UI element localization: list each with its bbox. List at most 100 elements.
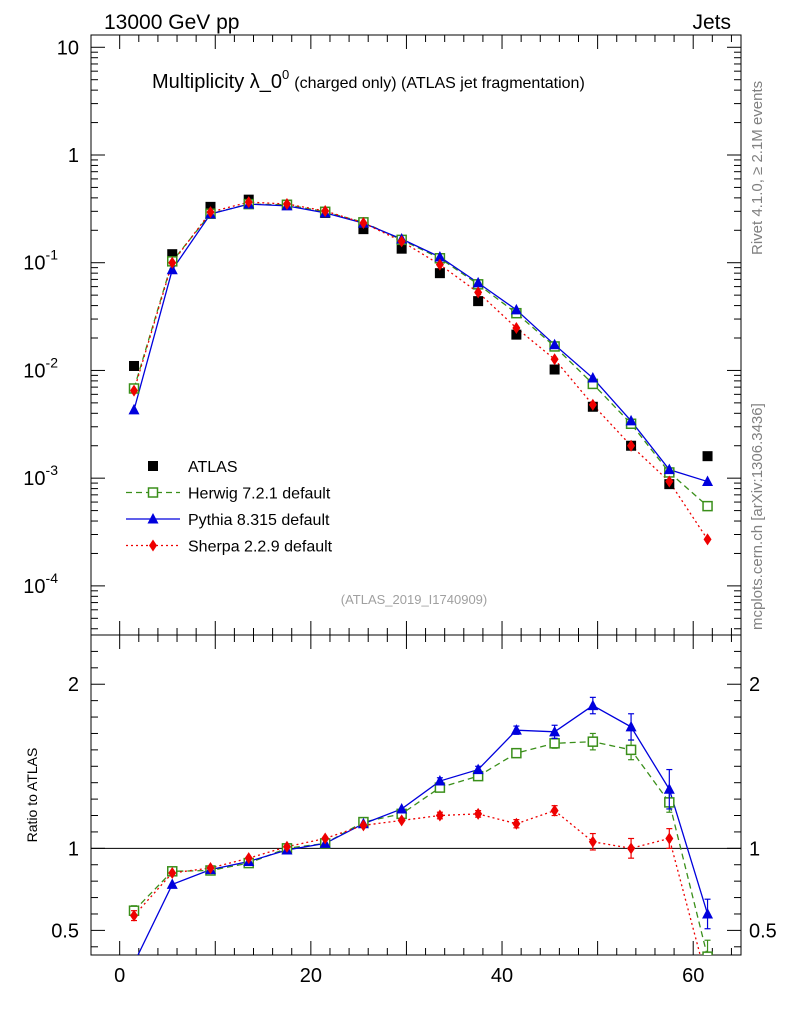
ratio-point-herwig [702, 951, 713, 955]
ratio-point-sherpa [244, 852, 253, 865]
ratio-point-sherpa [397, 814, 406, 827]
legend-label-sherpa: Sherpa 2.2.9 default [188, 539, 333, 556]
ratio-xtick-label: 20 [300, 965, 322, 987]
main-point-pythia [587, 372, 599, 383]
main-point-sherpa [321, 205, 330, 218]
ratio-line-herwig [133, 741, 708, 955]
legend-marker-herwig [147, 487, 159, 498]
ratio-point-sherpa [282, 840, 291, 853]
main-point-sherpa [168, 256, 177, 269]
main-point-atlas [549, 364, 560, 375]
main-ytick-label: 10-1 [23, 247, 58, 275]
legend-label-atlas: ATLAS [188, 459, 238, 476]
main-point-sherpa [282, 197, 291, 210]
ratio-point-herwig [625, 744, 637, 756]
main-point-pythia [434, 251, 446, 262]
main-point-pythia [128, 403, 140, 415]
ratio-line-sherpa [133, 809, 701, 955]
legend-entry-pythia: Pythia 8.315 default [126, 512, 330, 529]
legend-label-pythia: Pythia 8.315 default [188, 512, 330, 529]
ratio-point-sherpa [206, 862, 215, 875]
ratio-point-pythia [129, 957, 140, 968]
main-point-sherpa [397, 235, 406, 248]
ratio-point-herwig [587, 736, 599, 747]
main-point-sherpa [588, 398, 597, 411]
main-point-atlas [396, 243, 407, 254]
ratio-point-sherpa [359, 819, 368, 832]
main-line-sherpa [133, 201, 709, 540]
main-point-sherpa [512, 321, 521, 334]
ratio-ytick-label-right: 1 [749, 838, 760, 860]
ratio-point-pythia [625, 720, 637, 732]
main-point-pythia [625, 414, 637, 426]
main-point-sherpa [359, 216, 368, 229]
ratio-point-pythia [510, 724, 522, 735]
main-point-pythia [510, 303, 522, 315]
ratio-point-sherpa [474, 807, 483, 820]
main-point-sherpa [703, 533, 712, 546]
ratio-point-sherpa [435, 809, 444, 822]
ratio-point-sherpa [321, 832, 330, 845]
ratio-panel-frame [90, 634, 742, 956]
main-point-herwig [702, 500, 713, 512]
main-point-atlas [358, 224, 369, 235]
ratio-point-pythia [434, 775, 446, 786]
ratio-point-sherpa [627, 842, 636, 855]
legend-entry-herwig: Herwig 7.2.1 default [126, 486, 331, 503]
main-ytick-label: 1 [68, 145, 79, 167]
ratio-point-sherpa [512, 817, 521, 830]
main-point-sherpa [550, 353, 559, 366]
ratio-point-pythia [166, 878, 178, 889]
rivet-label: Rivet 4.1.0, ≥ 2.1M events [749, 81, 766, 255]
ratio-point-pythia [549, 725, 561, 737]
main-title-sup: 0 [282, 67, 289, 82]
ratio-point-pythia [702, 907, 714, 919]
legend-entry-sherpa: Sherpa 2.2.9 default [126, 539, 333, 556]
legend-marker-atlas [148, 461, 158, 471]
main-point-sherpa [244, 196, 253, 209]
ratio-ytick-label: 2 [68, 674, 79, 696]
ratio-ytick-label: 0.5 [51, 920, 79, 942]
legend-marker-pythia [147, 513, 159, 524]
main-ytick-label: 10-2 [23, 354, 58, 382]
main-point-sherpa [627, 439, 636, 452]
main-point-pythia [663, 463, 675, 475]
ratio-point-pythia [587, 699, 599, 711]
main-point-sherpa [206, 206, 215, 219]
main-ytick-label: 10-4 [23, 570, 58, 598]
ratio-point-herwig [511, 747, 522, 759]
main-point-sherpa [665, 475, 674, 488]
ratio-point-sherpa [130, 909, 139, 922]
main-line-pythia [133, 203, 708, 483]
main-ytick-label: 10-3 [23, 462, 58, 490]
main-point-sherpa [130, 384, 139, 397]
main-point-atlas [167, 249, 178, 260]
main-point-atlas [434, 268, 445, 279]
main-point-atlas [702, 451, 713, 462]
ratio-point-sherpa [588, 835, 597, 848]
mcplots-label: mcplots.cern.ch [arXiv:1306.3436] [749, 403, 766, 630]
analysis-watermark: (ATLAS_2019_I1740909) [341, 592, 487, 607]
main-title-text: Multiplicity λ_0 [152, 71, 282, 93]
main-point-pythia [549, 338, 561, 350]
header-left: 13000 GeV pp [104, 11, 239, 34]
ratio-point-sherpa [665, 832, 674, 845]
ratio-point-herwig [549, 738, 560, 749]
main-point-atlas [511, 329, 522, 340]
ratio-ylabel: Ratio to ATLAS [24, 748, 40, 843]
ratio-point-sherpa [550, 804, 559, 817]
main-title: Multiplicity λ_00 (charged only) (ATLAS j… [152, 67, 585, 93]
ratio-ytick-label-right: 2 [749, 674, 760, 696]
ratio-point-sherpa [704, 977, 712, 989]
ratio-point-pythia [396, 802, 408, 814]
main-ytick-label: 10 [57, 37, 79, 59]
main-point-pythia [702, 475, 714, 487]
ratio-point-pythia [663, 783, 675, 794]
ratio-point-pythia [472, 763, 484, 775]
ratio-xtick-label: 0 [114, 965, 125, 987]
main-title-suffix: (charged only) (ATLAS jet fragmentation) [294, 75, 585, 92]
header-right: Jets [692, 11, 731, 34]
ratio-point-sherpa [168, 866, 177, 879]
legend-entry-atlas: ATLAS [148, 459, 238, 476]
